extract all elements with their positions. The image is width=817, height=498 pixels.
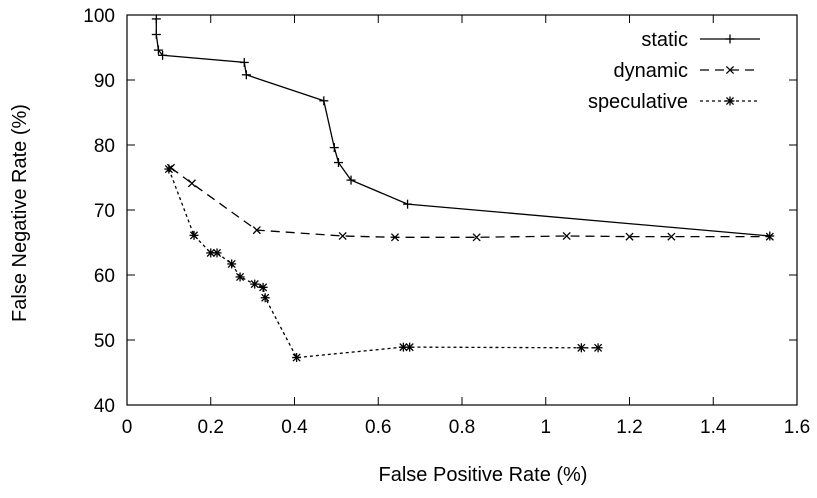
data-point (252, 226, 261, 235)
data-point (164, 164, 174, 174)
x-tick-label: 0.4 (281, 417, 308, 438)
y-axis-title: False Negative Rate (%) (9, 104, 31, 322)
data-point (212, 248, 222, 258)
data-point (346, 175, 356, 185)
plot-frame (126, 14, 798, 406)
data-point (292, 353, 302, 363)
y-tick-label: 100 (83, 6, 115, 27)
marker-stroke (594, 343, 603, 352)
marker-stroke (212, 248, 222, 257)
marker-stroke (725, 96, 735, 106)
legend-item-dynamic: dynamic (614, 60, 760, 82)
series-static (151, 14, 775, 241)
y-tick-label: 70 (94, 201, 115, 222)
x-axis-title: False Positive Rate (%) (379, 464, 588, 486)
marker-stroke (236, 272, 245, 282)
series-layer (151, 14, 775, 363)
x-tick-label: 0.2 (198, 417, 224, 438)
legend-label: static (641, 29, 688, 51)
legend-item-speculative: speculative (588, 91, 760, 113)
x-tick-label: 1.4 (700, 417, 727, 438)
marker-stroke (252, 226, 261, 235)
marker-stroke (577, 343, 586, 352)
data-point (239, 57, 249, 67)
marker-stroke (667, 232, 676, 241)
legend: static dynamic speculative (588, 29, 760, 113)
data-point (562, 231, 571, 241)
marker-stroke (259, 283, 268, 292)
legend-label: dynamic (614, 60, 688, 82)
data-point (405, 342, 415, 352)
x-tick-label: 1 (540, 417, 551, 438)
y-tick-label: 60 (94, 266, 115, 287)
legend-item-static: static (641, 29, 760, 51)
y-tick-label: 90 (94, 71, 115, 92)
data-point (593, 343, 603, 353)
marker-stroke (765, 232, 774, 241)
x-tick-label: 0.8 (449, 417, 475, 438)
marker-stroke (725, 65, 735, 75)
x-tick-label: 0.6 (365, 417, 391, 438)
data-point (472, 233, 481, 242)
series-dynamic (166, 163, 774, 242)
data-point (258, 282, 268, 292)
y-tick-label: 80 (94, 136, 115, 157)
axes: 0 0.2 0.4 0.6 0.8 1 1.2 1.4 1.6 40 50 60 70 80 90 100 (83, 6, 810, 438)
marker-stroke (164, 164, 173, 174)
data-point (227, 259, 237, 269)
marker-stroke (292, 353, 301, 362)
data-point (725, 34, 735, 44)
data-point (241, 70, 251, 80)
data-point (235, 272, 245, 282)
data-point (725, 96, 735, 106)
series-line-dynamic (170, 167, 770, 238)
data-point (725, 65, 735, 75)
marker-stroke (338, 231, 347, 241)
legend-label: speculative (588, 91, 688, 113)
marker-stroke (187, 179, 196, 188)
marker-stroke (189, 231, 199, 240)
marker-stroke (390, 233, 400, 242)
data-point (151, 30, 161, 39)
marker-stroke (562, 231, 571, 241)
marker-stroke (625, 232, 634, 241)
data-point (338, 231, 347, 241)
data-point (667, 232, 676, 241)
data-point (625, 232, 634, 241)
marker-stroke (399, 343, 408, 352)
data-point (250, 279, 260, 289)
x-tick-label: 1.2 (616, 417, 642, 438)
y-tick-label: 40 (94, 396, 115, 417)
data-point (765, 232, 774, 241)
series-line-static (155, 18, 770, 237)
marker-stroke (227, 259, 236, 269)
data-point (187, 179, 196, 188)
data-point (206, 248, 216, 258)
data-point (329, 143, 339, 153)
data-point (319, 96, 329, 106)
data-point (151, 14, 161, 24)
data-point (260, 293, 270, 303)
y-tick-label: 50 (94, 331, 115, 352)
data-point (189, 230, 199, 240)
marker-stroke (472, 233, 481, 242)
data-point (333, 158, 343, 168)
marker-stroke (250, 280, 259, 289)
x-tick-label: 1.6 (784, 417, 810, 438)
data-point (158, 50, 168, 60)
data-point (153, 45, 163, 55)
data-point (576, 343, 586, 353)
series-speculative (164, 164, 603, 363)
marker-stroke (405, 343, 414, 352)
marker-stroke (206, 248, 215, 257)
data-point (390, 233, 400, 242)
marker-stroke (261, 293, 270, 302)
x-tick-label: 0 (122, 417, 133, 438)
data-point (403, 199, 413, 209)
